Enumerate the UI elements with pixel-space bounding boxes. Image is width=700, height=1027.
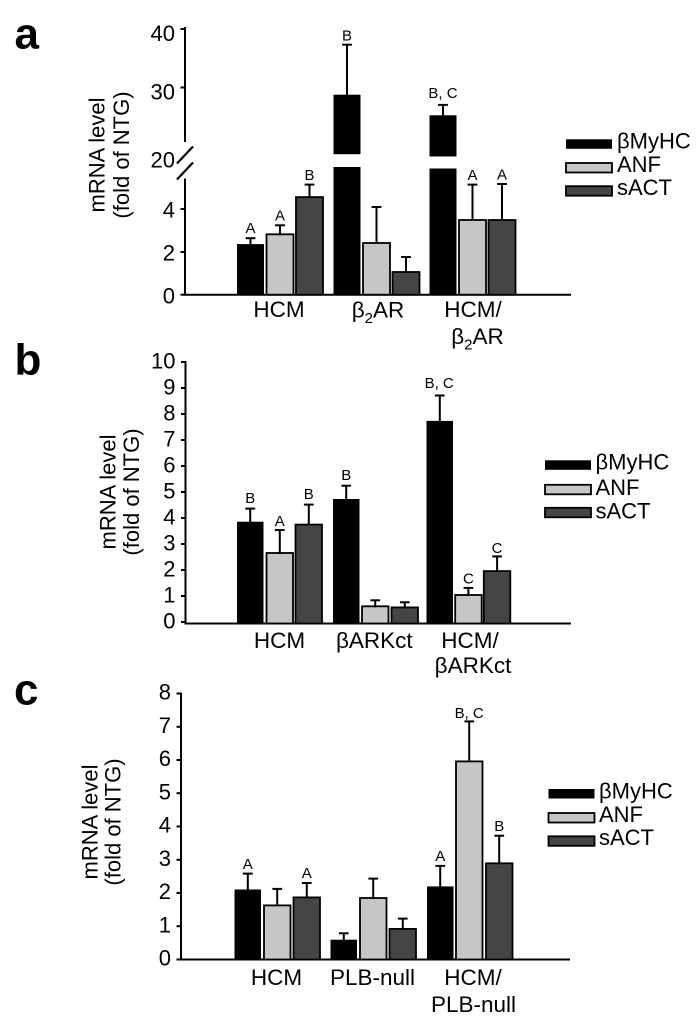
svg-text:4: 4 — [159, 813, 171, 838]
svg-text:HCM: HCM — [253, 297, 304, 322]
svg-text:βMyHC: βMyHC — [617, 129, 691, 154]
svg-text:mRNA level: mRNA level — [85, 98, 110, 213]
svg-text:sACT: sACT — [599, 825, 654, 850]
svg-text:8: 8 — [163, 401, 175, 426]
svg-text:PLB-null: PLB-null — [431, 992, 516, 1017]
svg-text:βARKct: βARKct — [435, 653, 512, 678]
svg-text:βMyHC: βMyHC — [596, 450, 670, 475]
svg-text:A: A — [245, 220, 255, 237]
svg-text:1: 1 — [159, 913, 171, 938]
svg-text:(fold of NTG): (fold of NTG) — [109, 91, 134, 218]
svg-text:HCM/: HCM/ — [444, 297, 502, 322]
svg-text:mRNA level: mRNA level — [96, 435, 121, 550]
svg-text:A: A — [243, 856, 253, 873]
svg-text:HCM/: HCM/ — [444, 965, 502, 990]
svg-text:2: 2 — [163, 241, 175, 266]
svg-text:4: 4 — [163, 198, 175, 223]
svg-text:B: B — [341, 467, 351, 484]
svg-text:40: 40 — [151, 21, 175, 46]
svg-text:6: 6 — [163, 453, 175, 478]
svg-text:(fold of NTG): (fold of NTG) — [101, 758, 126, 885]
svg-text:C: C — [463, 570, 474, 587]
svg-text:HCM/: HCM/ — [441, 628, 499, 653]
svg-text:B: B — [304, 167, 314, 184]
svg-text:0: 0 — [163, 609, 175, 634]
svg-text:mRNA level: mRNA level — [77, 765, 102, 880]
svg-text:b: b — [15, 336, 42, 385]
svg-text:ANF: ANF — [599, 802, 643, 827]
svg-text:0: 0 — [163, 284, 175, 309]
svg-text:a: a — [15, 10, 40, 59]
svg-text:6: 6 — [159, 746, 171, 771]
svg-text:B, C: B, C — [428, 85, 457, 102]
svg-text:A: A — [275, 208, 285, 225]
svg-text:2: 2 — [159, 879, 171, 904]
svg-text:HCM: HCM — [251, 965, 302, 990]
svg-text:A: A — [302, 865, 312, 882]
svg-text:3: 3 — [159, 846, 171, 871]
svg-text:C: C — [492, 540, 503, 557]
svg-text:7: 7 — [159, 713, 171, 738]
svg-text:A: A — [435, 848, 445, 865]
svg-text:c: c — [14, 666, 38, 715]
svg-text:A: A — [467, 167, 477, 184]
svg-text:5: 5 — [159, 780, 171, 805]
svg-text:(fold of NTG): (fold of NTG) — [119, 428, 144, 555]
svg-text:B: B — [494, 818, 504, 835]
svg-text:A: A — [497, 166, 507, 183]
svg-text:A: A — [275, 513, 285, 530]
svg-text:3: 3 — [163, 531, 175, 556]
svg-text:B: B — [245, 490, 255, 507]
svg-text:ANF: ANF — [596, 475, 640, 500]
svg-text:B: B — [342, 27, 352, 44]
svg-text:10: 10 — [151, 349, 175, 374]
svg-text:0: 0 — [159, 946, 171, 971]
svg-text:βMyHC: βMyHC — [599, 779, 673, 804]
svg-text:B, C: B, C — [455, 705, 484, 722]
svg-text:HCM: HCM — [254, 628, 305, 653]
svg-text:sACT: sACT — [617, 175, 672, 200]
svg-text:8: 8 — [159, 680, 171, 705]
svg-text:ANF: ANF — [617, 152, 661, 177]
svg-text:4: 4 — [163, 505, 175, 530]
svg-text:β2AR: β2AR — [451, 324, 504, 354]
svg-text:1: 1 — [163, 583, 175, 608]
svg-text:9: 9 — [163, 375, 175, 400]
svg-text:5: 5 — [163, 479, 175, 504]
svg-text:30: 30 — [151, 80, 175, 105]
svg-text:2: 2 — [163, 557, 175, 582]
svg-text:sACT: sACT — [596, 499, 651, 524]
svg-text:B, C: B, C — [425, 375, 454, 392]
svg-text:7: 7 — [163, 427, 175, 452]
svg-text:βARKct: βARKct — [336, 628, 413, 653]
svg-text:PLB-null: PLB-null — [330, 965, 415, 990]
svg-text:20: 20 — [151, 148, 175, 173]
svg-text:B: B — [304, 486, 314, 503]
svg-text:β2AR: β2AR — [352, 298, 405, 328]
